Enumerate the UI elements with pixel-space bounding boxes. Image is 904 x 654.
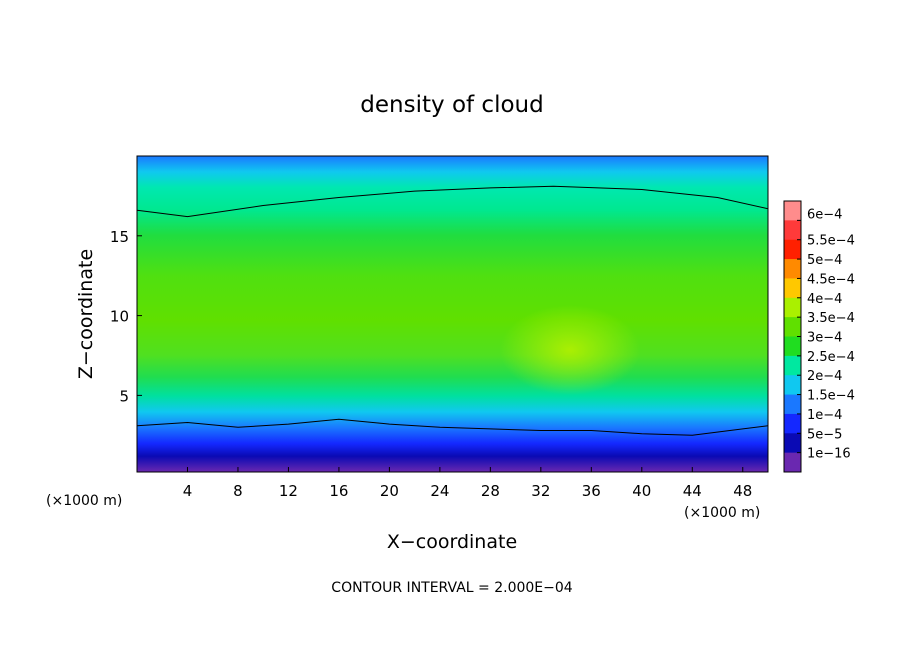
colorbar-label: 1e−4 [807,408,842,423]
density-field [137,156,768,472]
colorbar-label: 5.5e−4 [807,234,855,249]
colorbar-swatch [784,239,801,260]
colorbar-label: 4.5e−4 [807,272,855,287]
colorbar: 6e−4 5.5e−4 5e−4 4.5e−4 4e−4 3.5e−4 3e−4 2.5e−4… [783,200,855,473]
x-tick-label: 44 [683,482,702,500]
colorbar-swatch [784,433,801,454]
x-tick-label: 36 [582,482,601,500]
colorbar-swatch [784,355,801,376]
y-axis-label: Z−coordinate [75,249,97,379]
plot-frame [136,155,769,473]
x-unit-right: (×1000 m) [684,505,760,521]
colorbar-swatch [784,297,801,318]
colorbar-swatch [784,259,801,279]
contour-line [137,185,768,218]
colorbar-swatch [784,317,801,337]
colorbar-swatch [784,336,801,357]
x-tick-label: 8 [233,482,243,500]
colorbar-label: 5e−5 [807,427,842,442]
x-tick-label: 40 [632,482,651,500]
y-tick-label: 5 [119,387,129,405]
colorbar-swatch [784,413,801,434]
colorbar-swatch [784,375,801,396]
x-tick-label: 32 [531,482,550,500]
colorbar-label: 2e−4 [807,369,842,384]
x-tick-label: 16 [329,482,348,500]
y-tick-label: 10 [110,308,129,326]
contour-line [137,418,768,436]
colorbar-swatch [784,201,801,221]
x-axis: 4 8 12 16 20 24 28 32 36 40 44 48 [183,467,752,500]
colorbar-label: 4e−4 [807,292,842,307]
x-axis-label: X−coordinate [387,531,517,553]
colorbar-label: 2.5e−4 [807,350,855,365]
chart-title: density of cloud [360,92,543,118]
colorbar-label: 5e−4 [807,253,842,268]
colorbar-label: 1e−16 [807,447,851,462]
contour-lines [137,185,768,436]
colorbar-label: 3e−4 [807,331,842,346]
x-unit-left: (×1000 m) [46,493,122,509]
x-tick-label: 28 [481,482,500,500]
x-tick-label: 12 [279,482,298,500]
colorbar-swatch [784,394,801,415]
x-tick-label: 4 [183,482,193,500]
contour-interval-note: CONTOUR INTERVAL = 2.000E−04 [331,580,572,596]
density-maximum-region [500,305,640,395]
colorbar-swatch [784,452,801,473]
x-tick-label: 48 [733,482,752,500]
colorbar-label: 3.5e−4 [807,311,855,326]
x-tick-label: 20 [380,482,399,500]
y-axis: 5 10 15 [110,228,142,405]
colorbar-swatch [784,220,801,241]
plot-area [137,156,768,472]
colorbar-swatch [784,278,801,299]
x-tick-label: 24 [430,482,449,500]
colorbar-label: 6e−4 [807,207,842,222]
y-tick-label: 15 [110,228,129,246]
colorbar-label: 1.5e−4 [807,389,855,404]
